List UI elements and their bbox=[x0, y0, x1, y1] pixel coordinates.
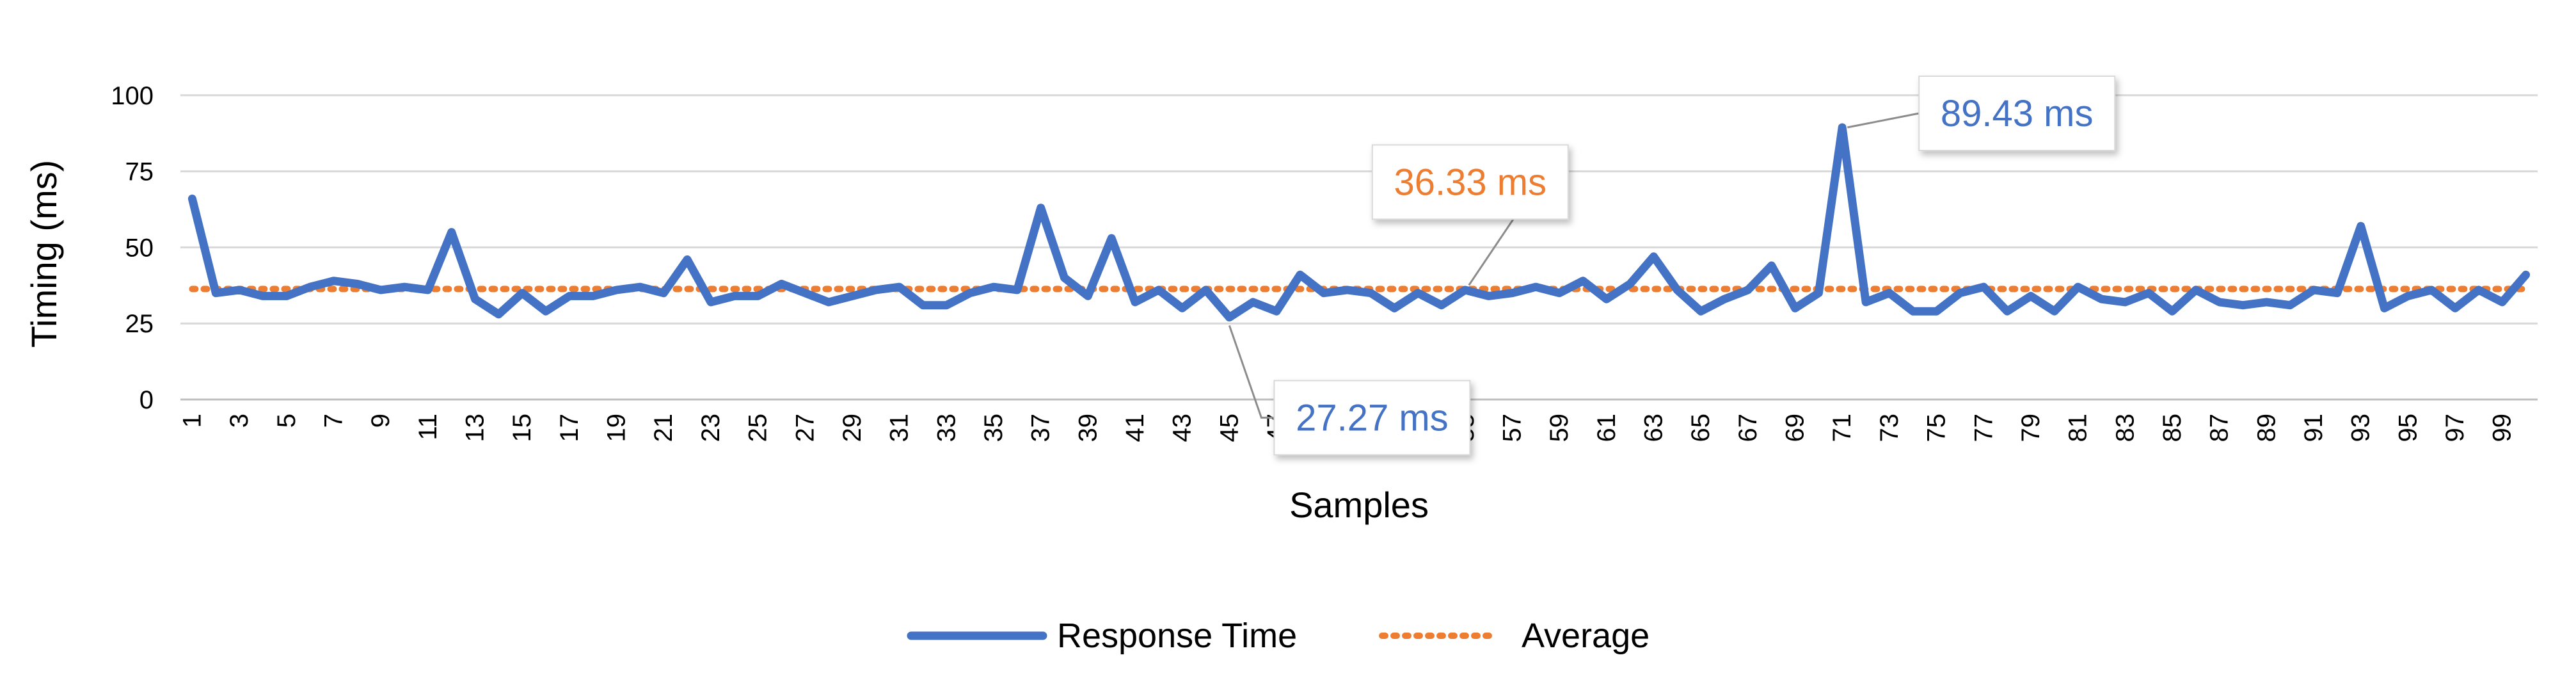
x-tick-label: 37 bbox=[1027, 414, 1055, 442]
x-tick-label: 17 bbox=[555, 414, 584, 442]
x-tick-label: 27 bbox=[791, 414, 819, 442]
x-tick-label: 81 bbox=[2064, 414, 2092, 442]
x-tick-label: 41 bbox=[1121, 414, 1149, 442]
x-tick-label: 79 bbox=[2017, 414, 2045, 442]
y-tick-labels: 0 25 50 75 100 bbox=[111, 82, 154, 414]
callout-group: 89.43 ms 36.33 ms 27.27 ms bbox=[1228, 76, 2116, 456]
x-tick-label: 71 bbox=[1828, 414, 1856, 442]
x-tick-label: 59 bbox=[1545, 414, 1573, 442]
callout-leader-line bbox=[1228, 325, 1275, 419]
callout-box bbox=[1371, 144, 1569, 220]
callout-label: 89.43 ms bbox=[1941, 93, 2094, 134]
x-tick-label: 75 bbox=[1923, 414, 1951, 442]
x-tick-label: 3 bbox=[225, 414, 253, 428]
x-tick-label: 65 bbox=[1687, 414, 1715, 442]
x-tick-label: 23 bbox=[697, 414, 725, 442]
callout-label: 27.27 ms bbox=[1296, 397, 1449, 439]
x-tick-label: 29 bbox=[838, 414, 866, 442]
x-tick-label: 89 bbox=[2252, 414, 2280, 442]
legend: Response Time Average bbox=[907, 617, 1650, 655]
x-tick-label: 39 bbox=[1074, 414, 1102, 442]
legend-label-average: Average bbox=[1522, 617, 1650, 655]
y-tick-label: 0 bbox=[139, 386, 154, 414]
x-tick-label: 25 bbox=[744, 414, 772, 442]
x-tick-label: 93 bbox=[2347, 414, 2375, 442]
series-response-time-line bbox=[187, 123, 2531, 322]
x-tick-label: 33 bbox=[932, 414, 960, 442]
legend-label-response-time: Response Time bbox=[1057, 617, 1297, 655]
callout-box bbox=[1273, 380, 1471, 456]
x-axis-label: Samples bbox=[1289, 485, 1429, 525]
callout-leader-line bbox=[1847, 112, 1920, 129]
x-tick-label: 83 bbox=[2111, 414, 2139, 442]
x-tick-label: 99 bbox=[2488, 414, 2516, 442]
x-tick-label: 1 bbox=[178, 414, 206, 428]
x-tick-label: 43 bbox=[1168, 414, 1197, 442]
y-tick-label: 25 bbox=[125, 310, 154, 338]
gridlines bbox=[180, 94, 2538, 401]
x-tick-label: 13 bbox=[461, 414, 489, 442]
x-tick-label: 9 bbox=[367, 414, 395, 428]
x-tick-label: 67 bbox=[1734, 414, 1762, 442]
x-tick-label: 11 bbox=[414, 414, 442, 440]
x-tick-label: 87 bbox=[2206, 414, 2234, 442]
x-tick-label: 5 bbox=[273, 414, 301, 428]
x-tick-label: 97 bbox=[2441, 414, 2469, 442]
x-tick-label: 91 bbox=[2300, 414, 2328, 442]
y-tick-label: 75 bbox=[125, 158, 154, 186]
series-group bbox=[187, 123, 2531, 322]
x-tick-label: 73 bbox=[1875, 414, 1904, 442]
x-tick-label: 69 bbox=[1781, 414, 1809, 442]
callout-leader-line bbox=[1468, 218, 1515, 286]
x-tick-label: 57 bbox=[1498, 414, 1526, 442]
x-tick-label: 95 bbox=[2394, 414, 2422, 442]
callout-label: 36.33 ms bbox=[1394, 161, 1546, 203]
x-tick-label: 15 bbox=[508, 414, 536, 442]
x-tick-label: 45 bbox=[1215, 414, 1243, 442]
y-axis-label: Timing (ms) bbox=[24, 160, 64, 348]
y-tick-label: 100 bbox=[111, 82, 154, 110]
x-tick-label: 19 bbox=[603, 414, 631, 442]
x-tick-label: 77 bbox=[1969, 414, 1998, 442]
callout-box bbox=[1918, 76, 2116, 152]
x-tick-label: 63 bbox=[1640, 414, 1668, 442]
x-tick-label: 7 bbox=[319, 414, 347, 428]
x-tick-label: 61 bbox=[1593, 414, 1621, 442]
x-tick-label: 35 bbox=[980, 414, 1008, 442]
x-tick-label: 85 bbox=[2158, 414, 2186, 442]
y-tick-label: 50 bbox=[125, 234, 154, 262]
x-tick-label: 31 bbox=[886, 414, 914, 442]
x-tick-label: 21 bbox=[649, 414, 678, 442]
